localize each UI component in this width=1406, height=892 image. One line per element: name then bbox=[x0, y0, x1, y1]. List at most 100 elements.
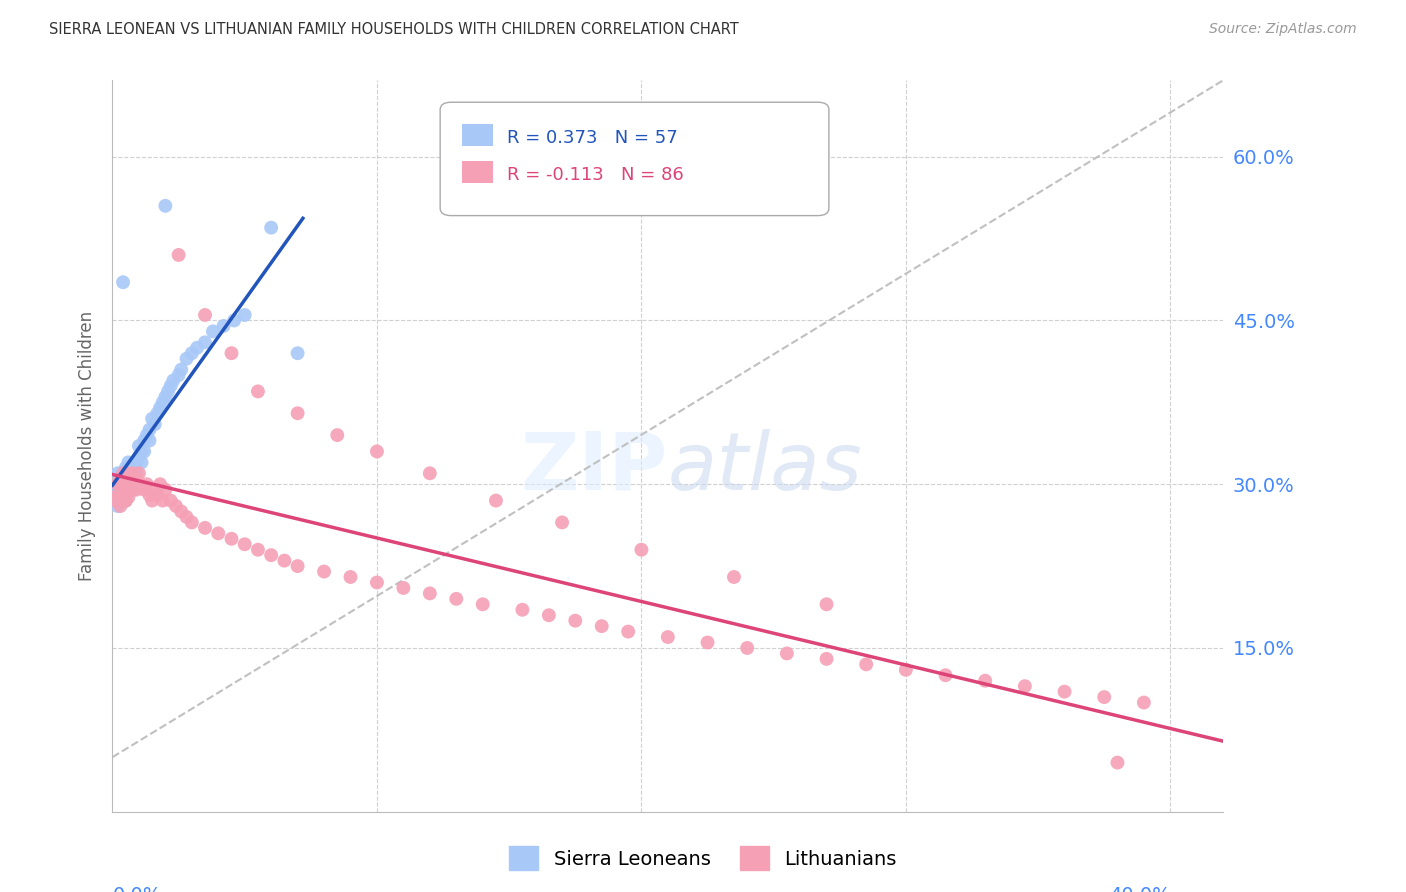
Point bbox=[776, 647, 799, 661]
Point bbox=[1133, 696, 1156, 710]
Point bbox=[935, 668, 957, 682]
Point bbox=[894, 663, 917, 677]
Point bbox=[114, 488, 136, 502]
Point bbox=[273, 554, 295, 568]
Point bbox=[159, 493, 181, 508]
Point bbox=[120, 483, 142, 497]
Point bbox=[149, 477, 172, 491]
Point bbox=[107, 477, 129, 491]
Point bbox=[974, 673, 997, 688]
Point bbox=[233, 537, 256, 551]
Point bbox=[141, 411, 163, 425]
Point bbox=[112, 275, 135, 289]
Legend: Sierra Leoneans, Lithuanians: Sierra Leoneans, Lithuanians bbox=[502, 838, 904, 878]
Point bbox=[112, 491, 135, 505]
Point bbox=[135, 477, 157, 491]
Point bbox=[110, 472, 132, 486]
Point bbox=[537, 608, 560, 623]
Point bbox=[260, 220, 283, 235]
Point bbox=[176, 351, 198, 366]
Point bbox=[128, 450, 150, 464]
Point bbox=[735, 640, 758, 655]
Point bbox=[125, 483, 148, 497]
Point bbox=[120, 467, 142, 481]
Point bbox=[392, 581, 415, 595]
Point bbox=[312, 565, 335, 579]
Point bbox=[120, 477, 142, 491]
Point bbox=[110, 483, 132, 497]
Point bbox=[122, 483, 145, 497]
Point bbox=[152, 395, 174, 409]
Point bbox=[162, 374, 184, 388]
Point bbox=[221, 532, 243, 546]
Point bbox=[134, 434, 156, 448]
Point bbox=[128, 477, 150, 491]
Point bbox=[366, 444, 388, 458]
Point bbox=[155, 199, 177, 213]
Point bbox=[110, 472, 132, 486]
Point bbox=[339, 570, 361, 584]
Y-axis label: Family Households with Children: Family Households with Children bbox=[77, 311, 96, 581]
Point bbox=[114, 493, 136, 508]
Point bbox=[134, 483, 156, 497]
Point bbox=[143, 483, 166, 497]
Point bbox=[1107, 756, 1129, 770]
Point bbox=[159, 379, 181, 393]
Point bbox=[125, 455, 148, 469]
Point bbox=[564, 614, 586, 628]
Point bbox=[112, 493, 135, 508]
Point bbox=[260, 548, 283, 562]
Text: 0.0%: 0.0% bbox=[112, 886, 162, 892]
Point bbox=[122, 472, 145, 486]
Point bbox=[122, 477, 145, 491]
Point bbox=[110, 488, 132, 502]
Point bbox=[112, 483, 135, 497]
Point bbox=[114, 483, 136, 497]
Point bbox=[815, 597, 838, 611]
Point bbox=[155, 483, 177, 497]
Point bbox=[1014, 679, 1036, 693]
Point bbox=[194, 521, 217, 535]
Point bbox=[446, 591, 468, 606]
Point bbox=[131, 455, 153, 469]
Point bbox=[135, 428, 157, 442]
Text: atlas: atlas bbox=[668, 429, 863, 507]
Point bbox=[125, 467, 148, 481]
Point bbox=[138, 488, 160, 502]
Point bbox=[221, 346, 243, 360]
Point bbox=[176, 510, 198, 524]
Point bbox=[107, 467, 129, 481]
Point bbox=[128, 439, 150, 453]
Point bbox=[122, 460, 145, 475]
Point bbox=[138, 434, 160, 448]
Point bbox=[146, 488, 169, 502]
Point bbox=[180, 346, 202, 360]
Point bbox=[120, 483, 142, 497]
Point bbox=[419, 586, 441, 600]
Point bbox=[104, 493, 127, 508]
Point bbox=[131, 444, 153, 458]
Point bbox=[112, 467, 135, 481]
Point bbox=[591, 619, 613, 633]
Point bbox=[107, 488, 129, 502]
Point bbox=[117, 491, 139, 505]
Point bbox=[696, 635, 718, 649]
Point bbox=[630, 542, 652, 557]
Point bbox=[326, 428, 349, 442]
Point bbox=[617, 624, 640, 639]
Point bbox=[122, 467, 145, 481]
Point bbox=[165, 499, 187, 513]
Point bbox=[246, 384, 269, 399]
Point bbox=[112, 467, 135, 481]
Point bbox=[114, 472, 136, 486]
Point bbox=[207, 526, 229, 541]
Point bbox=[224, 313, 246, 327]
Text: 40.0%: 40.0% bbox=[1108, 886, 1170, 892]
Text: R = 0.373   N = 57: R = 0.373 N = 57 bbox=[506, 129, 678, 147]
Point bbox=[366, 575, 388, 590]
Point bbox=[485, 493, 508, 508]
Point bbox=[117, 483, 139, 497]
FancyBboxPatch shape bbox=[440, 103, 830, 216]
Point bbox=[512, 603, 534, 617]
Point bbox=[167, 248, 190, 262]
